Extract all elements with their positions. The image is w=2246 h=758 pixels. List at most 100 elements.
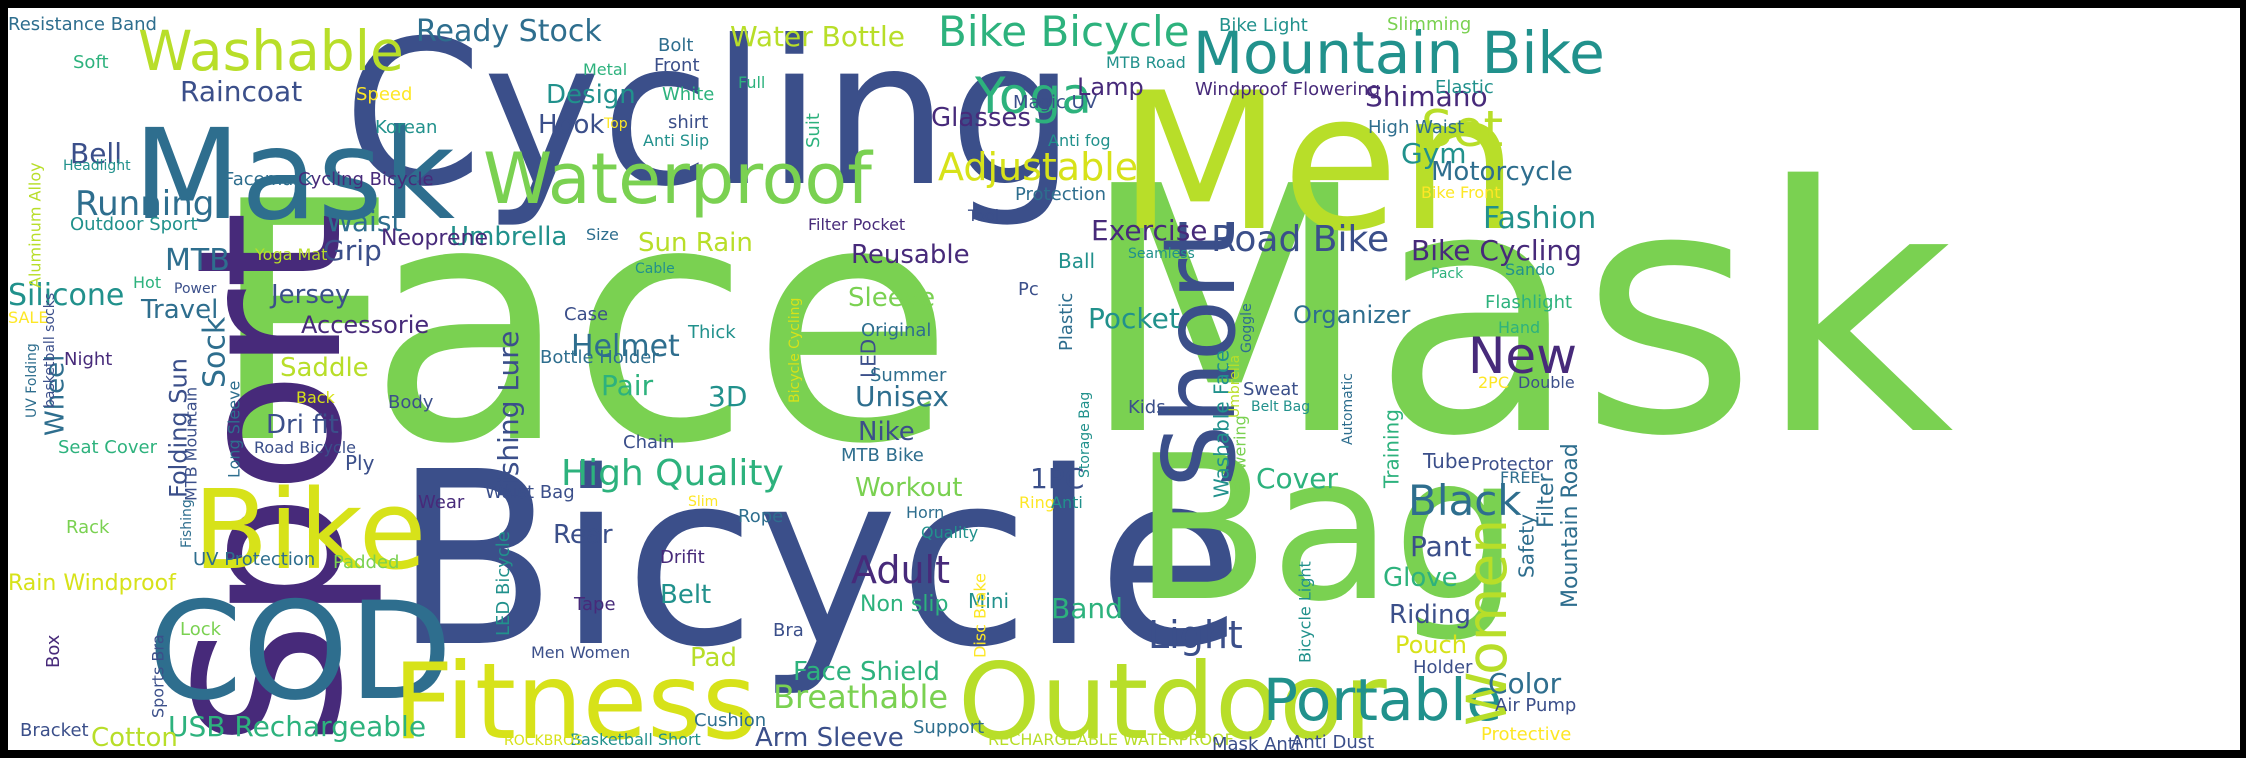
word-high-waist: High Waist (1368, 117, 1464, 138)
word-bra: Bra (773, 620, 804, 641)
word-case: Case (564, 304, 608, 325)
word-design: Design (546, 80, 636, 110)
word-pc: Pc (1018, 279, 1039, 300)
word-mountain-bike: Mountain Bike (1193, 19, 1605, 87)
word-protective: Protective (1481, 724, 1571, 745)
word-hot: Hot (133, 273, 161, 292)
word-cotton: Cotton (91, 723, 178, 750)
word-rack: Rack (66, 517, 110, 538)
word-holder: Holder (1413, 657, 1473, 678)
word-suit: Suit (803, 113, 824, 148)
word-neoprene: Neoprene (381, 226, 488, 251)
word-arm-sleeve: Arm Sleeve (755, 723, 904, 750)
word-ready-stock: Ready Stock (416, 14, 602, 49)
word-led: LED (857, 339, 881, 378)
word-tool: Tool (967, 206, 999, 225)
word-drifit: Drifit (660, 547, 705, 568)
word-sweat: Sweat (1243, 379, 1298, 400)
word-bicycle-cycling: Bicycle Cycling (787, 298, 803, 403)
word-washable-face: Washable Face (1210, 350, 1234, 498)
word-cycling: Cycling (343, 8, 1076, 231)
word-mask-anti: Mask Anti (1212, 734, 1300, 750)
word-pouch: Pouch (1395, 631, 1467, 659)
word-ring: Ring (1019, 493, 1055, 512)
word-high-quality: High Quality (561, 453, 784, 494)
word-black: Black (1408, 476, 1522, 525)
word-ball: Ball (1058, 249, 1095, 273)
word-chain: Chain (623, 432, 674, 453)
word-folding-sun: Folding Sun (165, 358, 193, 498)
word-safety: Safety (1515, 514, 1539, 578)
word-uv-protection: UV Protection (193, 549, 315, 570)
word-usb-rechargeable: USB Rechargeable (168, 710, 426, 743)
word-slim: Slim (688, 494, 718, 510)
word-road-bike: Road Bike (1211, 219, 1389, 260)
word-outdoor: Outdoor (958, 641, 1387, 750)
word-cod: COD (148, 573, 452, 730)
word-bicycle: Bicycle (393, 420, 1245, 700)
word-anti-fog: Anti fog (1048, 131, 1110, 150)
word-bike-front: Bike Front (1421, 183, 1501, 202)
word-windproof-flowering: Windproof Flowering (1195, 79, 1380, 100)
word-short: Short (1141, 220, 1258, 488)
word-mask: Mask (133, 103, 456, 248)
word-yoga-mat: Yoga Mat (254, 245, 327, 264)
word-full: Full (738, 73, 765, 92)
word-bolt: Bolt (658, 35, 693, 56)
word-bracket: Bracket (20, 720, 89, 741)
word-tube: Tube (1422, 449, 1470, 473)
word-flashlight: Flashlight (1485, 292, 1572, 313)
word-box: Box (43, 634, 64, 668)
word-umbrella: Umbrella (450, 222, 567, 252)
word-lock: Lock (180, 619, 222, 640)
word-women: Women (1455, 519, 1519, 726)
word-top: Top (603, 116, 628, 132)
word-bike: Bike (193, 466, 426, 594)
word-waterproof: Waterproof (483, 138, 873, 220)
word-anti-dust: Anti Dust (1291, 732, 1374, 750)
word-soft: Soft (73, 52, 109, 73)
word-set: Set (1421, 100, 1503, 158)
word-belt-bag: Belt Bag (1251, 399, 1310, 415)
word-dri-fit: Dri fit (266, 410, 339, 440)
word-pair: Pair (601, 369, 654, 402)
word-fashion: Fashion (1483, 201, 1596, 236)
word-elastic: Elastic (1435, 77, 1494, 98)
word-2pc: 2PC (1478, 373, 1509, 392)
word-kids: Kids (1128, 397, 1166, 418)
word-organizer: Organizer (1293, 301, 1411, 329)
word-light: Light (1148, 613, 1243, 657)
word-basketball-short: Basketball Short (570, 730, 701, 749)
word-bike-bicycle: Bike Bicycle (938, 8, 1190, 56)
word-sale: SALE (8, 308, 48, 327)
word-rope: Rope (738, 506, 783, 527)
word-men: Men (1118, 52, 1519, 273)
word-adjustable: Adjustable (938, 145, 1138, 189)
word-gym: Gym (1401, 137, 1467, 170)
word-color: Color (1488, 667, 1562, 700)
word-rockbros: ROCKBROS (504, 733, 583, 749)
word-training: Training (1380, 409, 1404, 489)
word-pocket: Pocket (1088, 302, 1180, 335)
word-fishing-lure: Fishing Lure (492, 331, 525, 498)
word-white: White (662, 84, 714, 105)
word-fishing: Fishing (179, 499, 195, 548)
word-unisex: Unisex (855, 380, 949, 413)
word-facemask: Facemask (224, 169, 314, 190)
word-pad: Pad (690, 643, 737, 673)
word-non-slip: Non slip (860, 592, 949, 617)
word-yoga: Yoga (974, 67, 1092, 125)
word-mtb-road: MTB Road (1106, 53, 1186, 72)
word-cycling-bicycle: Cycling Bicycle (298, 169, 434, 190)
word-sun-rain: Sun Rain (638, 228, 753, 258)
word-quality: Quality (921, 523, 978, 542)
word-night: Night (64, 349, 112, 370)
word-tape: Tape (573, 594, 616, 615)
word-running: Running (75, 184, 214, 224)
word-support: Support (913, 717, 984, 738)
word-hook: Hook (538, 110, 604, 140)
word-hand: Hand (1498, 318, 1540, 337)
word-travel: Travel (140, 295, 218, 325)
word-grip: Grip (323, 234, 382, 267)
word-adult: Adult (851, 548, 950, 592)
